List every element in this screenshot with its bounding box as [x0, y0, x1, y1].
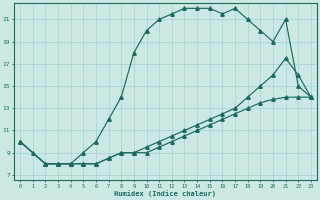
- X-axis label: Humidex (Indice chaleur): Humidex (Indice chaleur): [115, 190, 217, 197]
